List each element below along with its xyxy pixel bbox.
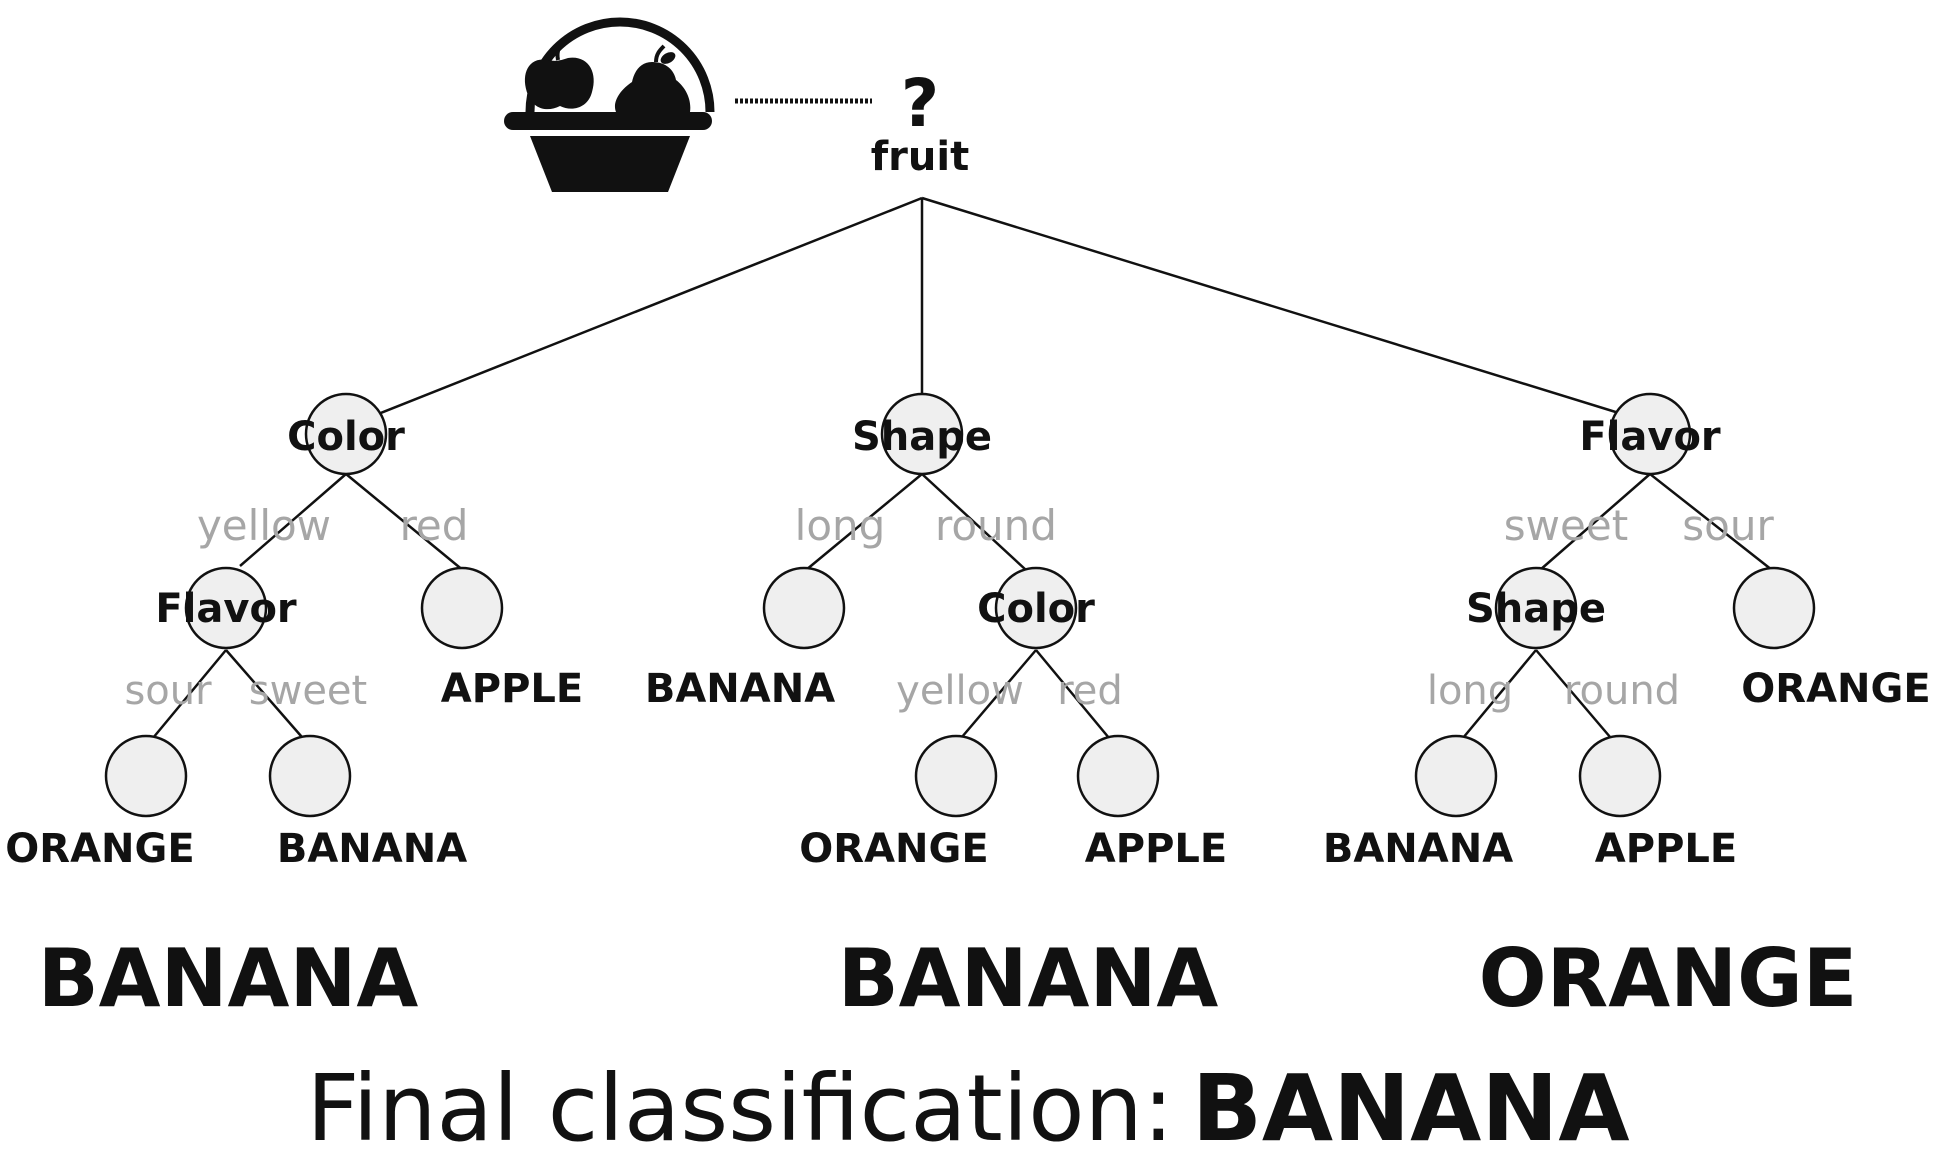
tree-2-banana-leaf-node — [762, 566, 846, 650]
tree-1-orange-leaf-node — [104, 734, 188, 818]
final-classification: Final classification: BANANA — [306, 1055, 1629, 1157]
tree-2-edge-yellow: yellow — [896, 668, 1024, 714]
tree-1-leaf-banana: BANANA — [277, 826, 467, 872]
tree-1-flavor-label: Flavor — [155, 586, 297, 632]
tree-2-color-label: Color — [977, 586, 1095, 632]
tree-2-edge-round: round — [935, 501, 1057, 550]
tree-1-apple-leaf-node — [420, 566, 504, 650]
fruit-basket-icon — [504, 17, 872, 192]
tree-2-color-node — [994, 566, 1078, 650]
tree-2-result: BANANA — [838, 932, 1219, 1025]
tree-1-leaf-orange: ORANGE — [5, 826, 194, 872]
question-mark-glyph: ? — [901, 65, 939, 142]
tree-3: Flavor sweet sour Shape long round ORANG… — [1323, 392, 1931, 1025]
tree-1-flavor-node — [184, 566, 268, 650]
tree-3-shape-label: Shape — [1466, 586, 1606, 632]
tree-3-leaf-apple: APPLE — [1595, 826, 1737, 872]
tree-3-leaf-orange: ORANGE — [1741, 666, 1930, 712]
tree-3-edge-long: long — [1427, 668, 1513, 714]
tree-3-leaf-banana: BANANA — [1323, 826, 1513, 872]
tree-3-result: ORANGE — [1479, 932, 1858, 1025]
tree-1: Color yellow red Flavor sour sweet APPLE… — [5, 392, 583, 1025]
tree-1-root-label: Color — [287, 414, 405, 460]
tree-2-leaf-banana: BANANA — [645, 666, 835, 712]
tree-1-edge-sweet: sweet — [249, 668, 367, 714]
tree-1-edge-yellow: yellow — [197, 501, 331, 550]
tree-1-edge-sour: sour — [124, 668, 212, 714]
tree-3-apple-leaf-node — [1578, 734, 1662, 818]
tree-2-edge-red: red — [1057, 668, 1123, 714]
tree-2: Shape long round Color BANANA yellow red… — [645, 392, 1227, 1025]
root-label: fruit — [871, 134, 969, 180]
tree-1-leaf-apple: APPLE — [441, 666, 583, 712]
tree-3-banana-leaf-node — [1414, 734, 1498, 818]
tree-3-root-node — [1608, 392, 1692, 476]
tree-1-banana-leaf-node — [268, 734, 352, 818]
root-connectors — [357, 196, 1649, 424]
tree-3-orange-leaf-node — [1732, 566, 1816, 650]
tree-2-apple-leaf-node — [1076, 734, 1160, 818]
tree-1-root-node — [304, 392, 388, 476]
tree-3-root-label: Flavor — [1579, 414, 1721, 460]
tree-2-orange-leaf-node — [914, 734, 998, 818]
tree-2-leaf-orange: ORANGE — [799, 826, 988, 872]
tree-1-result: BANANA — [38, 932, 419, 1025]
tree-2-leaf-apple: APPLE — [1085, 826, 1227, 872]
tree-2-root-node — [880, 392, 964, 476]
tree-2-root-label: Shape — [852, 414, 992, 460]
final-classification-value: BANANA — [1192, 1055, 1630, 1157]
tree-3-edge-sweet: sweet — [1504, 501, 1628, 550]
final-classification-prefix: Final classification: — [306, 1055, 1173, 1157]
tree-2-edge-long: long — [795, 501, 886, 550]
tree-3-shape-node — [1494, 566, 1578, 650]
tree-1-edge-red: red — [400, 501, 469, 550]
tree-3-edge-round: round — [1564, 668, 1680, 714]
tree-3-edge-sour: sour — [1682, 501, 1774, 550]
